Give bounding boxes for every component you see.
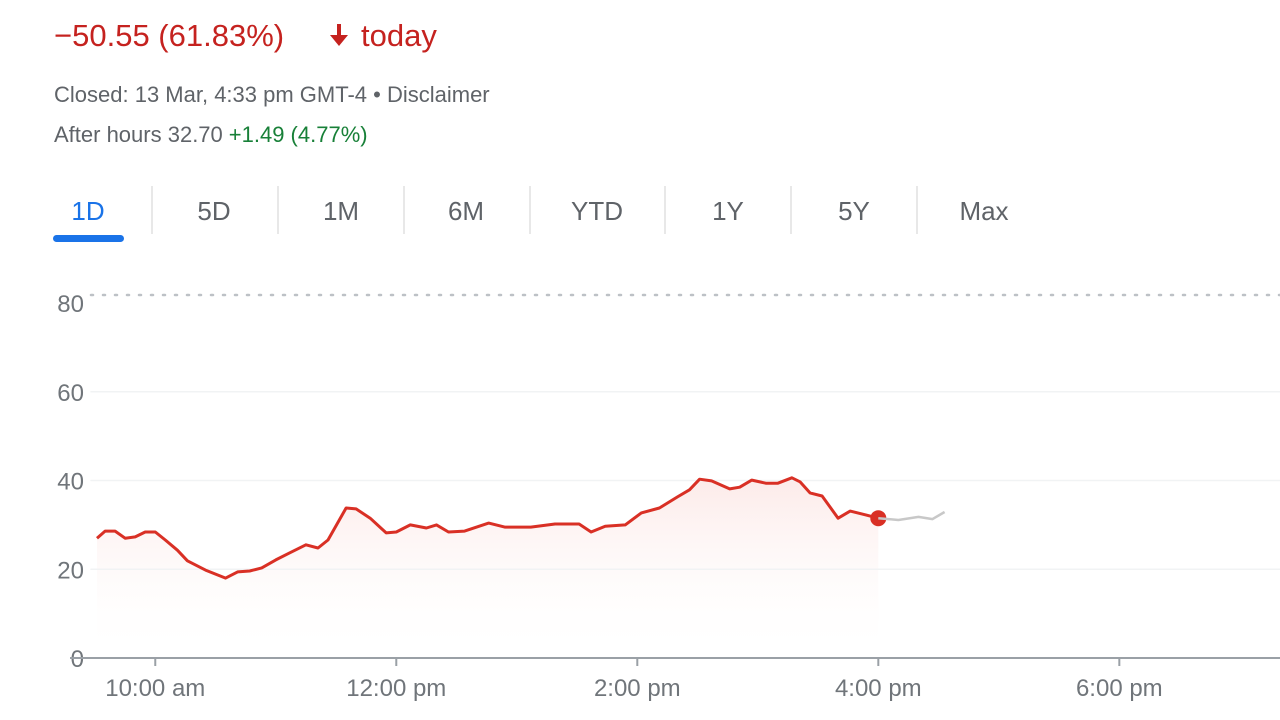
disclaimer[interactable]: Disclaimer — [387, 82, 490, 107]
range-tab[interactable]: 5Y — [838, 196, 870, 226]
y-tick-label: 20 — [57, 557, 84, 584]
down-arrow — [330, 24, 348, 46]
range-tab[interactable]: 1Y — [712, 196, 744, 226]
price-line — [878, 510, 946, 522]
status: Closed: 13 Mar, 4:33 pm GMT-4 • Disclaim… — [54, 82, 490, 107]
status-text: Closed: 13 Mar, 4:33 pm GMT-4 • — [54, 82, 387, 107]
x-tick-label: 12:00 pm — [346, 675, 446, 702]
y-tick-label: 40 — [57, 469, 84, 496]
after-hours-change: +1.49 (4.77%) — [229, 122, 368, 147]
x-tick-label: 4:00 pm — [835, 675, 922, 702]
range-tab[interactable]: 1D — [71, 196, 104, 226]
range-tab[interactable]: 6M — [448, 196, 484, 226]
x-tick-label: 10:00 am — [105, 675, 205, 702]
range-tab[interactable]: 1M — [323, 196, 359, 226]
range-tabs: 1D 5D 1M 6M YTD 1Y 5Y Max — [71, 186, 1009, 234]
price-line — [96, 476, 879, 580]
after-hours-price: After hours 32.70 — [54, 122, 223, 147]
range-tab[interactable]: YTD — [571, 196, 623, 226]
y-tick-label: 0 — [71, 646, 84, 673]
range-tab[interactable]: 5D — [197, 196, 230, 226]
x-tick-label: 6:00 pm — [1076, 675, 1163, 702]
change-suffix: today — [361, 18, 437, 53]
y-tick-label: 80 — [57, 291, 84, 318]
plot: 0 20 40 60 80 10:00 am 12:00 pm 2:00 pm 4:00 pm 6… — [57, 291, 1280, 702]
active-tab-indicator — [53, 235, 124, 242]
y-tick-label: 60 — [57, 380, 84, 407]
range-tab[interactable]: Max — [959, 196, 1008, 226]
area-fill — [97, 477, 879, 658]
price-change: −50.55 (61.83%) — [54, 18, 284, 53]
x-tick-label: 2:00 pm — [594, 675, 681, 702]
after-hours: After hours 32.70 +1.49 (4.77%) — [54, 122, 368, 147]
